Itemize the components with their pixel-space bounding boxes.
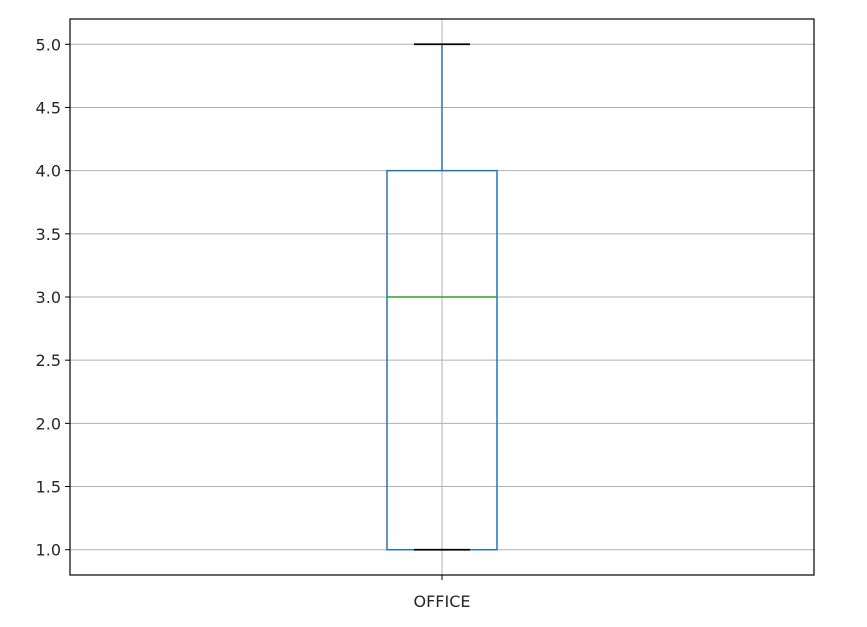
y-tick-label: 4.0 [36,162,61,181]
y-tick-label: 4.5 [36,98,61,117]
y-tick-label: 2.0 [36,414,61,433]
y-axis: 1.0 1.5 2.0 2.5 3.0 3.5 4.0 4.5 5.0 [36,35,70,560]
y-tick-label: 1.5 [36,478,61,497]
x-tick-label: OFFICE [414,592,471,611]
box-plot-series [386,43,498,551]
x-axis: OFFICE [414,575,471,611]
box-office [386,43,498,551]
y-tick-label: 5.0 [36,35,61,54]
y-tick-label: 2.5 [36,351,61,370]
y-tick-label: 1.0 [36,541,61,560]
y-tick-label: 3.0 [36,288,61,307]
y-tick-label: 3.5 [36,225,61,244]
